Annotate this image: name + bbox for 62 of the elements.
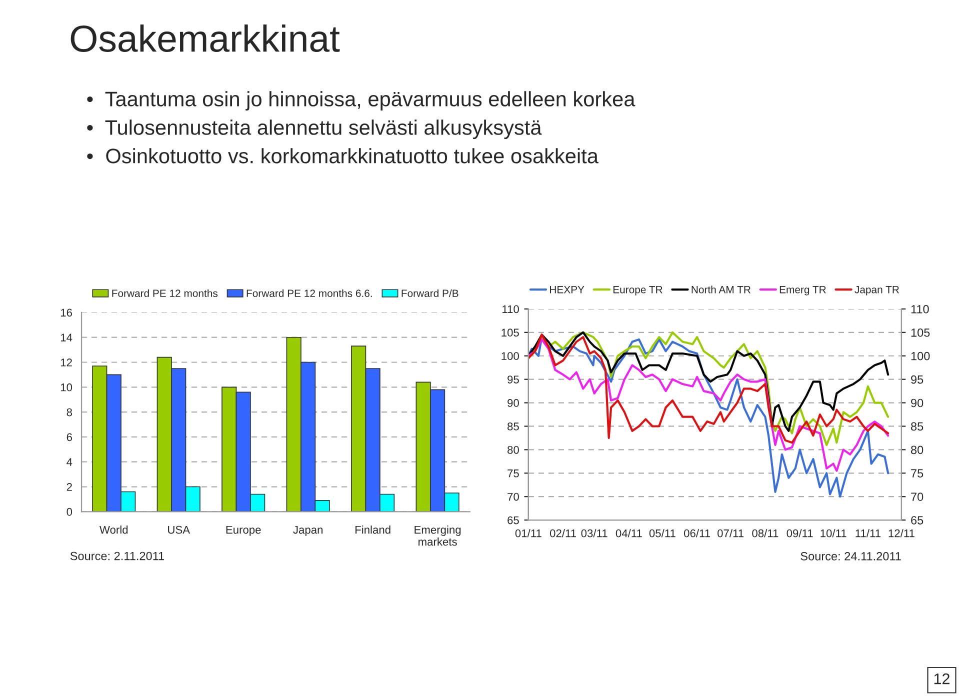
source-note: Source: 24.11.2011	[800, 552, 901, 560]
x-tick-label: 05/11	[649, 529, 676, 538]
y-tick-label: 2	[66, 483, 72, 491]
x-tick-label: USA	[168, 526, 190, 534]
y2-tick-label: 65	[911, 516, 924, 524]
y-tick-label: 4	[66, 458, 72, 466]
legend-label: Forward PE 12 months 6.6.	[246, 289, 372, 298]
legend-label: Forward PE 12 months	[112, 289, 218, 298]
y-tick-label: 80	[508, 446, 519, 454]
y-tick-label: 95	[508, 376, 519, 384]
legend-label: HEXPY	[550, 286, 584, 294]
x-tick-label: Emerging markets	[414, 526, 461, 546]
x-tick-label: 06/11	[684, 529, 710, 538]
y-tick-label: 12	[60, 358, 72, 366]
text: 12	[934, 673, 950, 684]
x-tick-label: 07/11	[718, 529, 744, 538]
x-tick-label: 12/11	[888, 529, 914, 538]
y-tick-label: 8	[66, 408, 72, 416]
y-tick-label: 110	[502, 305, 519, 314]
line-series	[528, 338, 890, 472]
x-tick-label: 10/11	[820, 529, 846, 538]
y-tick-label: 10	[60, 383, 72, 392]
legend-label: Europe TR	[613, 286, 662, 296]
line-series	[528, 336, 890, 498]
y-tick-label: 90	[508, 399, 519, 407]
x-tick-label: 02/11	[550, 529, 576, 538]
y-tick-label: 85	[508, 422, 519, 430]
x-tick-label: 09/11	[786, 529, 813, 538]
y-tick-label: 100	[502, 352, 519, 360]
y-tick-label: 75	[508, 470, 519, 478]
legend-label: North AM TR	[692, 286, 750, 294]
y-tick-label: 105	[502, 328, 519, 337]
legend-label: Emerg TR	[780, 286, 826, 296]
chart-subtitle: • Taantuma osin jo hinnoissa, epävarmuus edelleen korkea • Tulosennusteita alennettu selvästi alkusyksystä • Osinkotuotto vs. korkomarkkinatuotto tukee osakkeita	[87, 91, 636, 164]
y2-tick-label: 80	[911, 446, 924, 454]
y2-tick-label: 90	[911, 398, 924, 408]
y-tick-label: 70	[508, 492, 519, 501]
y2-tick-label: 75	[911, 469, 924, 478]
x-tick-label: 04/11	[616, 529, 642, 538]
y2-tick-label: 85	[911, 422, 924, 431]
x-tick-label: 11/11	[856, 529, 880, 538]
x-tick-label: World	[100, 526, 128, 534]
y-tick-label: 6	[66, 433, 72, 442]
y2-tick-label: 95	[911, 375, 924, 384]
legend-label: Forward P/B	[402, 289, 458, 298]
x-tick-label: Europe	[226, 526, 261, 536]
x-tick-label: Finland	[356, 526, 390, 534]
y-tick-label: 65	[508, 516, 519, 524]
y-tick-label: 0	[66, 508, 72, 516]
y-tick-label: 14	[60, 334, 72, 342]
y2-tick-label: 110	[911, 304, 929, 314]
y2-tick-label: 105	[911, 328, 930, 337]
chart-title: Osakemarkkinat	[70, 24, 340, 52]
x-tick-label: 01/11	[515, 529, 542, 538]
y2-tick-label: 70	[911, 492, 924, 501]
x-tick-label: Japan	[293, 526, 322, 536]
source-note: Source: 2.11.2011	[70, 552, 164, 560]
x-tick-label: 08/11	[752, 529, 778, 538]
y-tick-label: 16	[60, 308, 72, 317]
legend-label: Japan TR	[854, 286, 899, 296]
y2-tick-label: 100	[911, 352, 930, 360]
x-tick-label: 03/11	[581, 529, 608, 538]
